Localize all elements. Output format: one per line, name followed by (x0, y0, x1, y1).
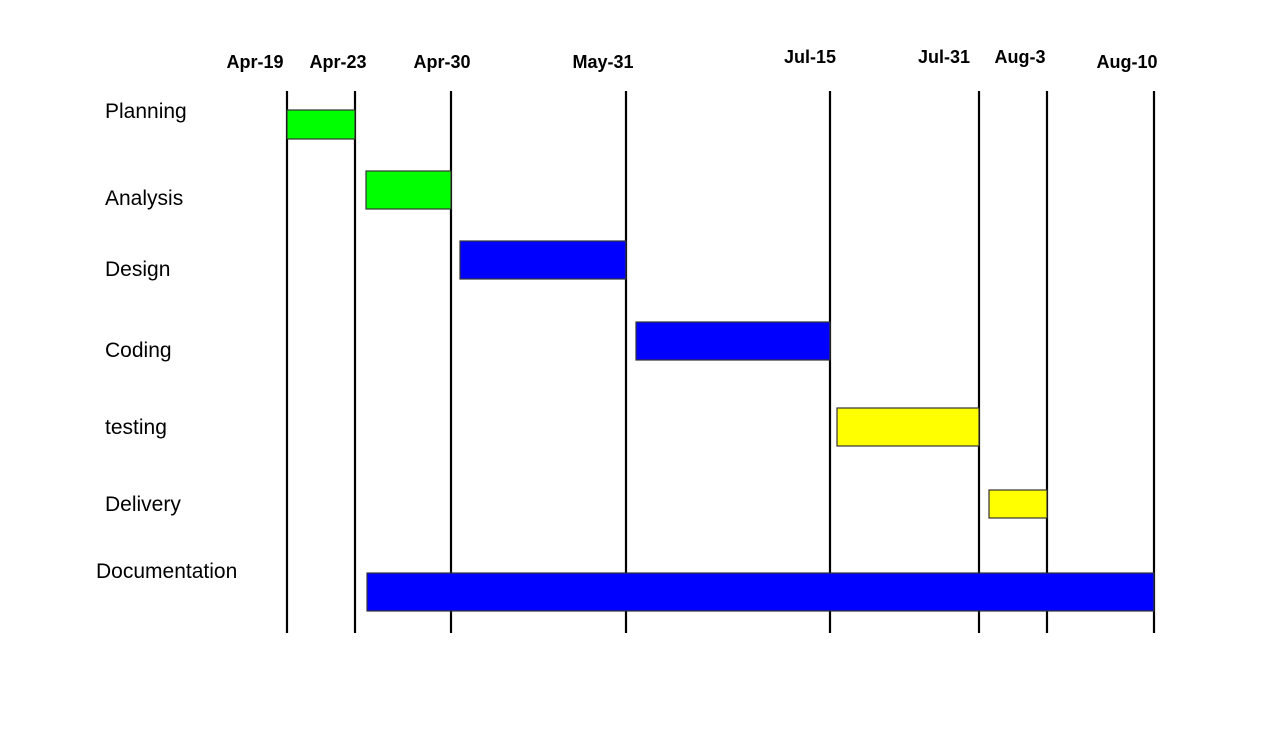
task-bar (459, 240, 627, 280)
task-label: Planning (105, 100, 187, 123)
task-bar (366, 572, 1155, 612)
milestone-label: Jul-31 (918, 47, 970, 67)
milestone-labels: Apr-19 Apr-23 Apr-30 May-31 Jul-15 Jul-31 Aug-… (226, 47, 1157, 72)
milestone-label: Apr-30 (413, 52, 470, 72)
task-bars (286, 109, 1155, 612)
milestone-label: Aug-10 (1096, 52, 1157, 72)
task-label: Analysis (105, 187, 183, 210)
task-labels: Planning Analysis Design Coding testing Deliv… (96, 100, 237, 583)
milestone-label: Aug-3 (995, 47, 1046, 67)
task-bar (988, 489, 1048, 519)
task-bar (836, 407, 980, 447)
task-label: Design (105, 258, 170, 281)
task-label: Delivery (105, 493, 181, 516)
task-bar (365, 170, 452, 210)
milestone-label: May-31 (572, 52, 633, 72)
task-label: Coding (105, 339, 172, 362)
milestone-label: Apr-19 (226, 52, 283, 72)
task-label: Documentation (96, 560, 237, 583)
task-bar (286, 109, 356, 140)
task-bar (635, 321, 831, 361)
milestone-label: Jul-15 (784, 47, 836, 67)
milestone-label: Apr-23 (309, 52, 366, 72)
task-label: testing (105, 416, 167, 439)
